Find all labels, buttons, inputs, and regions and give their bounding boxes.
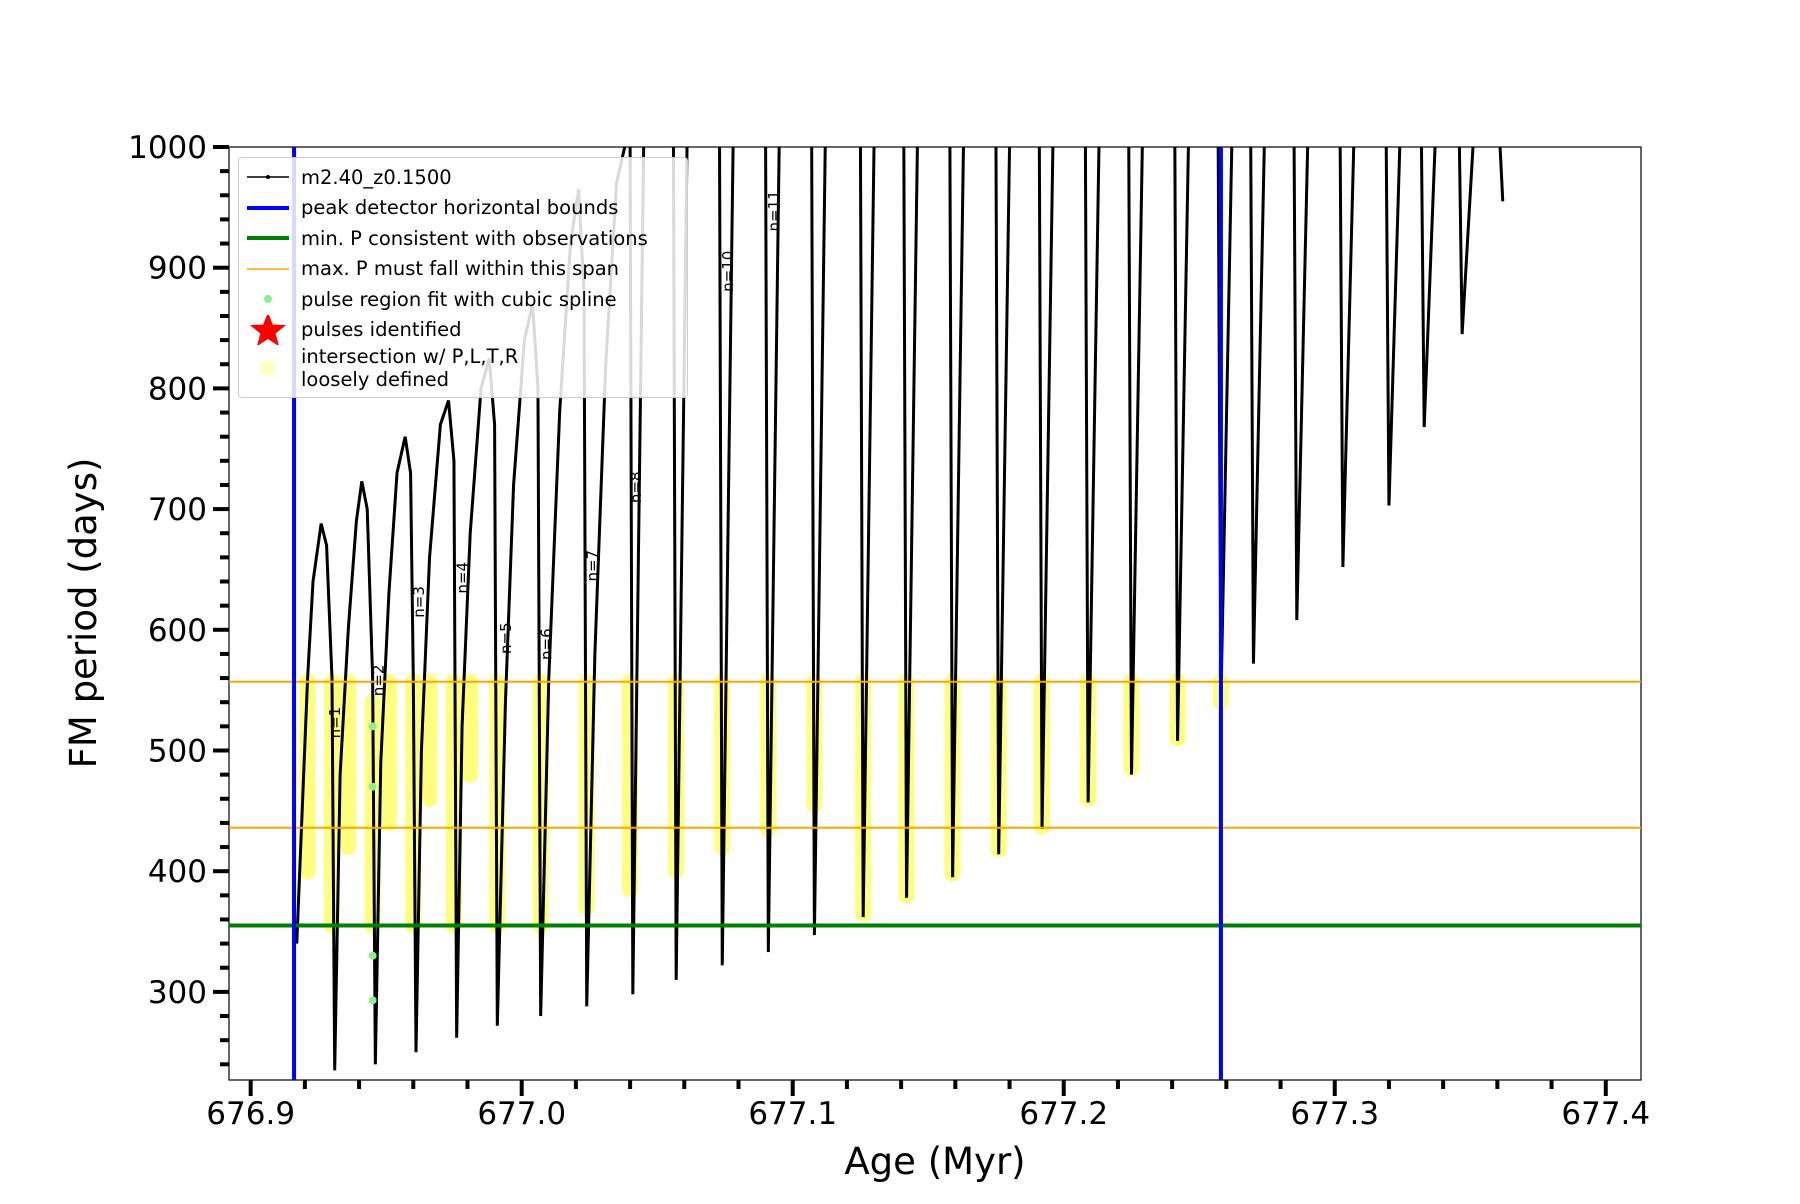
spline-point: [368, 996, 377, 1005]
data-line: [295, 147, 627, 1071]
legend-swatch: [249, 314, 287, 345]
legend-label: pulses identified: [301, 318, 462, 342]
legend-entry: peak detector horizontal bounds: [239, 193, 687, 224]
y-tick-label: 300: [148, 975, 207, 1011]
annotation: n=4: [453, 562, 471, 594]
y-axis-label: FM period (days): [62, 458, 105, 769]
annotation: n=1: [326, 707, 344, 739]
y-tick-label: 500: [148, 733, 207, 769]
data-line: [1419, 147, 1437, 428]
annotation: n=7: [584, 550, 602, 582]
legend-entry: intersection w/ P,L,T,R loosely defined: [239, 345, 687, 391]
data-line: [628, 147, 646, 995]
legend-swatch: [247, 236, 289, 241]
y-tick-label: 900: [148, 251, 207, 287]
annotation: n=3: [410, 586, 428, 618]
legend-swatch: [247, 175, 289, 180]
legend-entry: pulse region fit with cubic spline: [239, 284, 687, 315]
annotation: n=5: [497, 622, 515, 654]
data-line: [718, 147, 735, 966]
data-line: [1249, 147, 1266, 664]
legend-swatch: [247, 205, 289, 210]
legend-label: pulse region fit with cubic spline: [301, 287, 617, 311]
legend-swatch: [264, 295, 272, 304]
legend-swatch: [247, 268, 289, 270]
spline-point: [368, 782, 377, 791]
spline-point: [368, 722, 377, 731]
x-tick-label: 677.4: [1561, 1096, 1650, 1132]
y-tick-label: 400: [148, 854, 207, 890]
data-line: [1083, 147, 1101, 803]
swatch-dot: [264, 295, 272, 304]
x-tick-label: 677.1: [748, 1096, 837, 1132]
x-tick-label: 676.9: [206, 1096, 295, 1132]
x-axis-label: Age (Myr): [844, 1140, 1025, 1183]
legend-entry: max. P must fall within this span: [239, 254, 687, 285]
annotation: n=6: [538, 628, 556, 660]
legend-label: min. P consistent with observations: [301, 226, 648, 250]
x-tick-label: 677.0: [477, 1096, 566, 1132]
legend-swatch: [260, 360, 276, 376]
swatch-dot: [260, 360, 276, 376]
swatch-star: [249, 314, 287, 345]
legend-label: intersection w/ P,L,T,R loosely defined: [301, 345, 519, 391]
data-line: [671, 147, 689, 980]
data-line: [1384, 147, 1402, 506]
legend-label: m2.40_z0.1500: [301, 165, 452, 189]
y-tick-label: 1000: [128, 130, 207, 166]
legend-label: max. P must fall within this span: [301, 257, 620, 281]
annotation: n=10: [719, 251, 737, 292]
annotation: n=2: [369, 665, 387, 697]
spline-point: [368, 951, 377, 960]
legend-entry: pulses identified: [239, 314, 687, 346]
data-line: [1292, 147, 1310, 621]
annotation: n=11: [765, 190, 783, 231]
annotation: n=8: [627, 471, 645, 503]
data-line: [810, 147, 827, 936]
legend-label: peak detector horizontal bounds: [301, 196, 619, 220]
data-line: [1498, 147, 1505, 202]
swatch-dot: [266, 175, 270, 180]
y-tick-label: 700: [148, 492, 207, 528]
data-line: [1338, 147, 1356, 568]
x-tick-label: 677.3: [1290, 1096, 1379, 1132]
plot-area: n=1 n=2 n=3 n=4 n=5 n=6 n=7 n=8 n=10 n=11: [229, 147, 1641, 1080]
data-line: [902, 147, 919, 898]
data-line: [948, 147, 965, 878]
legend-entry: m2.40_z0.1500: [239, 162, 687, 193]
legend-entry: min. P consistent with observations: [239, 223, 687, 254]
y-tick-label: 600: [148, 613, 207, 649]
data-line: [1173, 147, 1190, 741]
y-tick-label: 800: [148, 371, 207, 407]
plot-frame: [228, 146, 1642, 1081]
data-line: [1457, 147, 1475, 335]
x-tick-label: 677.2: [1019, 1096, 1108, 1132]
